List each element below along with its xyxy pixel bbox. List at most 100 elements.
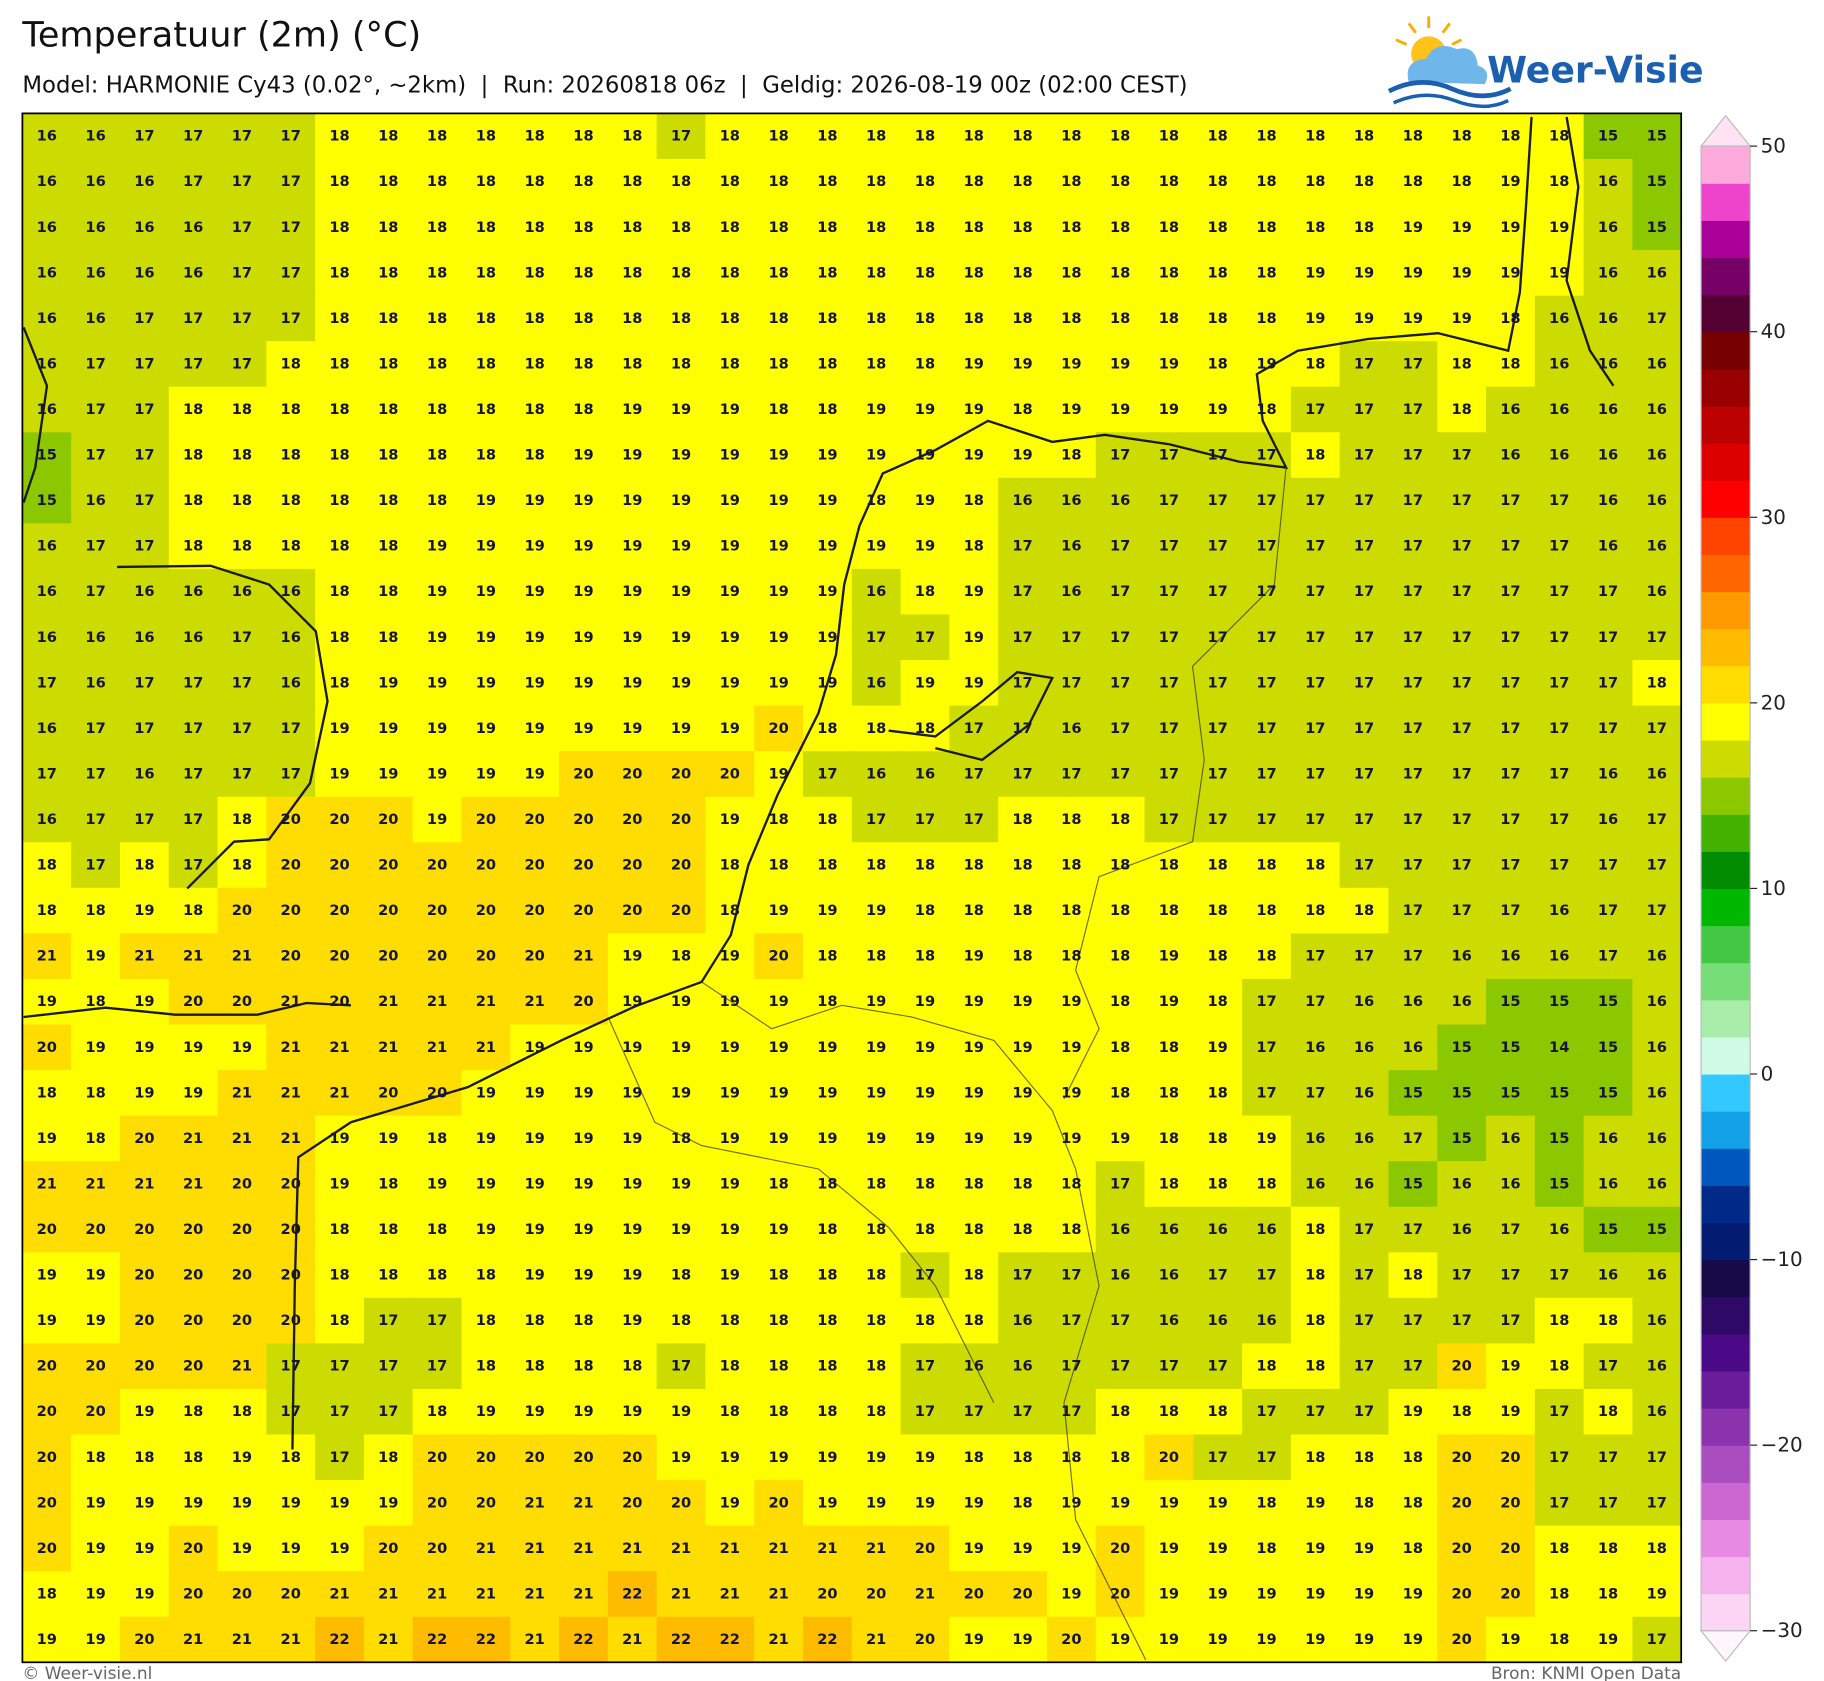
temperature-label: 21	[37, 948, 57, 965]
temperature-cell	[900, 568, 951, 616]
temperature-cell	[119, 295, 170, 342]
temperature-label: 17	[1500, 1312, 1520, 1329]
temperature-cell	[315, 1070, 365, 1117]
footer-left: © Weer-visie.nl	[22, 1663, 152, 1681]
temperature-label: 17	[1110, 674, 1130, 691]
colorbar-tick-label: −30	[1761, 1619, 1803, 1642]
temperature-cell	[266, 1525, 316, 1572]
temperature-label: 18	[1256, 401, 1276, 418]
temperature-label: 19	[476, 1130, 496, 1147]
temperature-label: 20	[1451, 1358, 1471, 1375]
temperature-cell	[1095, 386, 1146, 433]
temperature-cell	[1290, 1297, 1341, 1345]
temperature-label: 18	[720, 902, 740, 919]
temperature-label: 18	[1110, 902, 1130, 919]
temperature-label: 21	[525, 1494, 545, 1511]
temperature-cell	[510, 933, 560, 980]
temperature-cell	[412, 842, 463, 889]
temperature-cell	[1290, 751, 1341, 798]
temperature-cell	[1046, 1343, 1097, 1390]
temperature-cell	[1339, 614, 1390, 661]
temperature-cell	[1242, 1206, 1292, 1253]
temperature-cell	[461, 842, 511, 889]
temperature-label: 18	[329, 310, 349, 327]
temperature-label: 16	[1598, 264, 1618, 281]
temperature-label: 20	[1500, 1449, 1520, 1466]
temperature-cell	[22, 386, 72, 433]
temperature-cell	[754, 341, 804, 388]
temperature-cell	[363, 250, 414, 297]
temperature-cell	[705, 341, 755, 388]
temperature-cell	[412, 1571, 463, 1618]
temperature-cell	[315, 978, 365, 1026]
temperature-cell	[1632, 158, 1682, 206]
temperature-cell	[266, 432, 316, 479]
temperature-cell	[266, 523, 316, 570]
temperature-cell	[510, 978, 560, 1026]
temperature-cell	[461, 660, 511, 707]
temperature-label: 18	[525, 355, 545, 372]
temperature-cell	[1534, 1070, 1585, 1117]
temperature-label: 20	[329, 948, 349, 965]
temperature-cell	[998, 1343, 1048, 1390]
temperature-label: 15	[1598, 993, 1618, 1010]
temperature-cell	[900, 204, 951, 251]
temperature-cell	[803, 250, 853, 297]
temperature-label: 20	[183, 993, 203, 1010]
temperature-cell	[559, 523, 609, 570]
temperature-label: 18	[915, 264, 935, 281]
temperature-label: 19	[1354, 1540, 1374, 1557]
temperature-cell	[656, 887, 707, 935]
temperature-cell	[656, 158, 707, 206]
temperature-label: 16	[1500, 401, 1520, 418]
temperature-label: 19	[671, 674, 691, 691]
temperature-label: 19	[573, 492, 593, 509]
temperature-cell	[71, 978, 121, 1026]
temperature-cell	[803, 295, 853, 342]
temperature-label: 17	[1403, 583, 1423, 600]
temperature-cell	[754, 660, 804, 707]
colorbar-tick-label: 20	[1761, 691, 1786, 714]
temperature-label: 19	[622, 948, 642, 965]
temperature-label: 19	[768, 1221, 788, 1238]
temperature-label: 16	[1647, 538, 1667, 555]
temperature-cell	[1486, 1525, 1536, 1572]
temperature-label: 18	[183, 1449, 203, 1466]
temperature-label: 18	[1549, 1585, 1569, 1602]
temperature-cell	[559, 386, 609, 433]
temperature-cell	[949, 386, 999, 433]
temperature-label: 19	[37, 993, 57, 1010]
temperature-cell	[315, 250, 365, 297]
temperature-cell	[1339, 568, 1390, 616]
temperature-label: 20	[134, 1631, 154, 1648]
temperature-cell	[119, 978, 170, 1026]
temperature-cell	[1339, 660, 1390, 707]
temperature-cell	[1486, 660, 1536, 707]
temperature-label: 17	[232, 173, 252, 190]
temperature-cell	[461, 1297, 511, 1345]
temperature-cell	[754, 1434, 804, 1481]
temperature-cell	[217, 1070, 268, 1117]
temperature-cell	[705, 523, 755, 570]
temperature-cell	[461, 1024, 511, 1071]
temperature-label: 18	[329, 355, 349, 372]
temperature-cell	[1095, 523, 1146, 570]
temperature-label: 19	[378, 765, 398, 782]
temperature-label: 19	[622, 401, 642, 418]
temperature-label: 19	[720, 538, 740, 555]
temperature-label: 18	[964, 173, 984, 190]
temperature-cell	[1632, 660, 1682, 707]
temperature-label: 17	[37, 674, 57, 691]
temperature-label: 19	[817, 629, 837, 646]
temperature-cell	[607, 341, 658, 388]
temperature-label: 16	[1647, 1130, 1667, 1147]
temperature-label: 18	[1208, 993, 1228, 1010]
temperature-label: 17	[1012, 583, 1032, 600]
temperature-label: 19	[134, 1403, 154, 1420]
temperature-cell	[1486, 796, 1536, 843]
temperature-label: 17	[1549, 492, 1569, 509]
colorbar-band	[1701, 888, 1751, 927]
temperature-label: 18	[573, 173, 593, 190]
temperature-cell	[1095, 1434, 1146, 1481]
temperature-cell	[851, 705, 902, 752]
